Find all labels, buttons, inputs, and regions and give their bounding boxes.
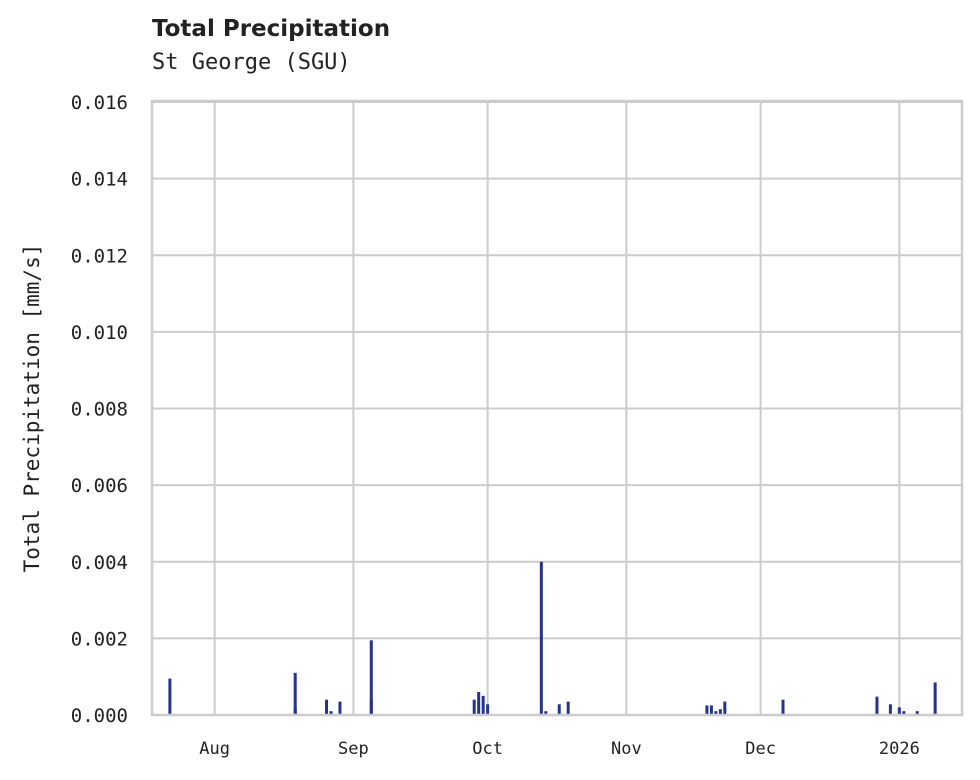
y-tick-label: 0.004 — [71, 552, 128, 574]
precip-bar — [481, 695, 485, 715]
y-tick-label: 0.012 — [71, 245, 128, 267]
precip-bar — [369, 640, 373, 715]
precip-bar — [544, 711, 548, 715]
plot-frame — [150, 99, 964, 717]
precip-bar — [557, 704, 561, 715]
precip-bar — [539, 561, 543, 715]
y-axis-ticks: 0.000 0.002 0.004 0.006 0.008 0.010 0.012 0.014… — [71, 92, 128, 727]
y-tick-label: 0.000 — [71, 705, 128, 727]
precip-bar — [329, 711, 333, 715]
x-tick-label: Oct — [472, 739, 503, 759]
precip-bar — [168, 678, 172, 715]
y-tick-label: 0.016 — [71, 92, 128, 114]
precip-bar — [714, 711, 718, 715]
precip-bar — [472, 699, 476, 715]
y-tick-label: 0.010 — [71, 322, 128, 344]
precip-bar — [718, 709, 722, 715]
x-tick-label: Nov — [611, 739, 642, 759]
y-tick-label: 0.002 — [71, 628, 128, 650]
grid-lines — [152, 101, 962, 716]
data-bars — [168, 561, 937, 715]
x-tick-label: Dec — [745, 739, 776, 759]
precip-bar — [477, 692, 481, 715]
x-axis-ticks: Aug Sep Oct Nov Dec 2026 — [199, 739, 920, 759]
precip-bar — [875, 696, 879, 715]
precip-bar — [293, 672, 297, 715]
precip-bar — [902, 711, 906, 715]
precip-bar — [723, 701, 727, 715]
x-tick-label: Sep — [338, 739, 369, 759]
y-tick-label: 0.008 — [71, 399, 128, 421]
y-tick-label: 0.006 — [71, 475, 128, 497]
precip-bar — [915, 711, 919, 715]
precip-bar — [338, 701, 342, 715]
precip-bar — [888, 704, 892, 715]
precip-bar — [325, 699, 329, 715]
precip-bar — [781, 699, 785, 715]
precip-bar — [709, 705, 713, 715]
precip-bar — [897, 707, 901, 715]
x-tick-label: 2026 — [879, 739, 920, 759]
x-tick-label: Aug — [199, 739, 230, 759]
precip-bar — [933, 682, 937, 715]
precip-bar — [486, 704, 490, 715]
precip-bar — [293, 707, 297, 715]
chart-subtitle: St George (SGU) — [152, 50, 351, 75]
chart-title: Total Precipitation — [152, 16, 391, 42]
precip-bar — [705, 705, 709, 715]
precip-bar — [369, 699, 373, 715]
y-tick-label: 0.014 — [71, 169, 128, 191]
precip-bar — [566, 701, 570, 715]
